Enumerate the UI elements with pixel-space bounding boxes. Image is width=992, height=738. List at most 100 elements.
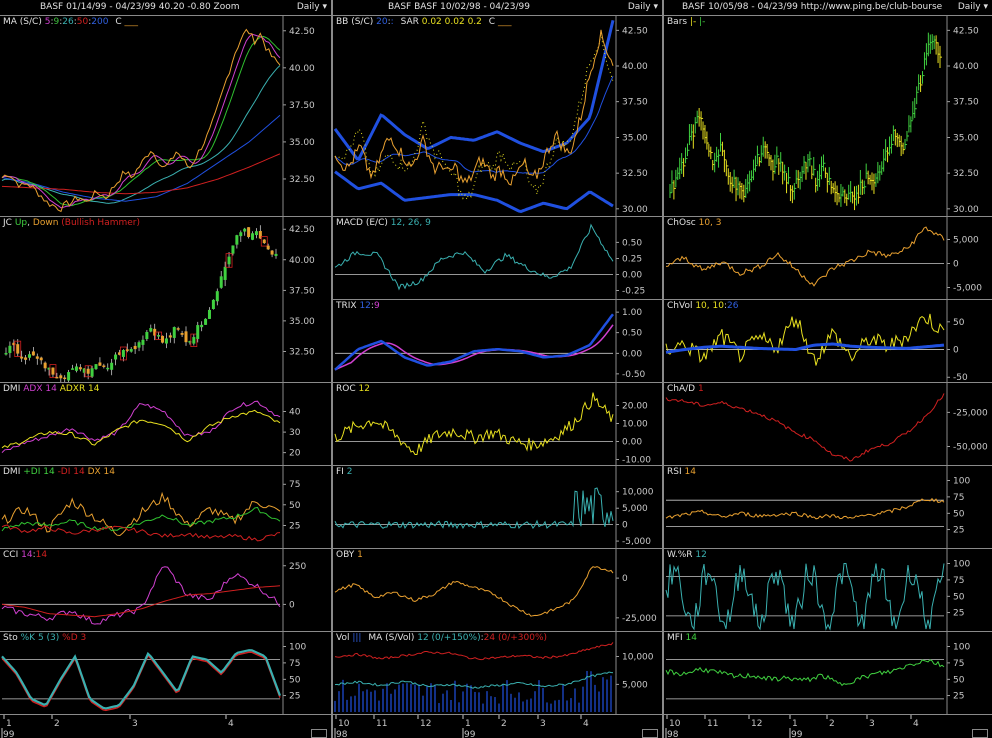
trix-chart: 1.00 0.50 0.00 -0.50 xyxy=(334,300,646,382)
jc-panel[interactable]: JC Up, Down (Bullish Hammer) 42.50 40.00 3… xyxy=(0,217,331,383)
cci-panel[interactable]: CCI 14:14 250 0 xyxy=(0,549,331,632)
vol-ma12-line xyxy=(334,671,614,689)
axis-tick-label: 5,000 xyxy=(622,504,648,514)
axis-tick-label: 25 xyxy=(953,526,964,536)
candle-body xyxy=(251,233,255,240)
axis-tick-label: 0.50 xyxy=(622,238,642,248)
axis-tick-label: -50,000 xyxy=(953,443,988,453)
pattern-marker xyxy=(14,340,22,357)
trix-panel[interactable]: TRIX 12:9 1.00 0.50 0.00 -0.50 xyxy=(333,300,662,383)
scroll-button[interactable] xyxy=(642,729,658,738)
fi-panel[interactable]: FI 2 10,000 5,000 0 -5,000 xyxy=(333,466,662,549)
year-axis[interactable]: 99 xyxy=(0,728,331,738)
close-line xyxy=(334,29,614,186)
axis-tick-label: 75 xyxy=(953,493,964,503)
ma-9-line xyxy=(1,35,281,207)
axis-tick-label: -50 xyxy=(953,373,968,383)
oby-panel[interactable]: OBY 1 0 -25,000 xyxy=(333,549,662,632)
rsi-chart: 100 75 50 25 xyxy=(665,466,970,548)
panel-label: DMI +DI 14 -DI 14 DX 14 xyxy=(3,467,116,477)
scroll-button[interactable] xyxy=(311,729,327,738)
bb-panel[interactable]: BB (S/C) 20:: SAR 0.02 0.02 0.2 C ___ 42… xyxy=(333,16,662,217)
candle-body xyxy=(106,367,110,370)
candle-body xyxy=(117,352,121,355)
candle-body xyxy=(129,349,133,352)
axis-tick-label: 10,000 xyxy=(622,488,654,498)
axis-tick-label: 50 xyxy=(953,509,965,519)
panel-label: ChVol 10, 10:26 xyxy=(667,301,739,311)
axis-tick-label: 75 xyxy=(289,480,300,490)
period-dropdown[interactable]: Daily xyxy=(297,0,327,15)
axis-tick-label: 35.00 xyxy=(622,133,648,143)
candle-body xyxy=(266,245,270,250)
rsi-panel[interactable]: RSI 14 100 75 50 25 xyxy=(664,466,992,549)
candle-body xyxy=(8,345,12,353)
bars-panel[interactable]: Bars |- |- 42.50 40.00 37.50 35.00 32.50 30.0… xyxy=(664,16,992,217)
candle-body xyxy=(141,339,145,345)
candle-body xyxy=(27,354,31,358)
axis-tick-label: 32.50 xyxy=(289,175,315,185)
ma-200-line xyxy=(1,153,281,195)
year-label: 99 xyxy=(3,730,15,738)
scroll-button[interactable] xyxy=(972,729,988,738)
year-axis[interactable]: 98 99 xyxy=(664,728,992,738)
x-tick-label: 12 xyxy=(751,719,762,729)
ma-26-line xyxy=(1,65,281,204)
x-tick-label: 2 xyxy=(501,719,507,729)
window-title-bar[interactable]: BASF BASF 10/02/98 - 04/23/99 Daily xyxy=(333,0,662,16)
axis-tick-label: -25,000 xyxy=(953,408,988,418)
axis-tick-label: 20 xyxy=(289,449,301,459)
mfi-line xyxy=(665,659,945,687)
axis-tick-label: 0 xyxy=(953,346,959,356)
candle-body xyxy=(12,342,16,346)
candle-body xyxy=(168,335,172,338)
axis-tick-label: 100 xyxy=(953,560,970,570)
candle-body xyxy=(153,328,157,336)
axis-tick-label: 100 xyxy=(953,477,970,487)
chvol-panel[interactable]: ChVol 10, 10:26 50 0 -50 xyxy=(664,300,992,383)
candle-body xyxy=(55,376,59,379)
bb-upper-line xyxy=(333,19,615,161)
ma-panel[interactable]: MA (S/C) 5:9:26:50:200 C ___ 42.50 40.00 3… xyxy=(0,16,331,217)
williams-r-chart: 100 75 50 25 xyxy=(665,549,970,631)
panel-label: ROC 12 xyxy=(336,384,370,394)
chart-window-3[interactable]: BASF 10/05/98 - 04/23/99 http://www.ping… xyxy=(664,0,992,738)
candle-body xyxy=(86,368,90,374)
chosc-panel[interactable]: ChOsc 10, 3 5,000 0 -5,000 xyxy=(664,217,992,300)
candle-body xyxy=(74,366,78,371)
candle-body xyxy=(98,362,102,366)
roc-panel[interactable]: ROC 12 20.00 10.00 0.00 -10.00 xyxy=(333,383,662,466)
candle-body xyxy=(59,375,63,379)
chart-window-2[interactable]: BASF BASF 10/02/98 - 04/23/99 Daily BB (… xyxy=(333,0,662,738)
year-label: 99 xyxy=(464,730,476,738)
chart-window-1[interactable]: BASF 01/14/99 - 04/23/99 40.20 -0.80 Zoo… xyxy=(0,0,331,738)
panel-label: MA (S/C) 5:9:26:50:200 C ___ xyxy=(3,17,139,27)
dmi-di-panel[interactable]: DMI +DI 14 -DI 14 DX 14 75 50 25 xyxy=(0,466,331,549)
period-dropdown[interactable]: Daily xyxy=(958,0,988,15)
panel-label: Bars |- |- xyxy=(667,17,706,27)
axis-tick-label: 50 xyxy=(953,675,965,685)
chaikin-osc-line xyxy=(665,226,945,287)
period-dropdown[interactable]: Daily xyxy=(628,0,658,15)
dmi-adx-panel[interactable]: DMI ADX 14 ADXR 14 40 30 20 xyxy=(0,383,331,466)
mfi-panel[interactable]: MFI 14 100 75 50 25 xyxy=(664,632,992,715)
axis-tick-label: 5,000 xyxy=(622,680,648,690)
chaikin-vol-ma-line xyxy=(665,342,945,354)
volume-panel[interactable]: Vol ||| MA (S/Vol) 12 (0/+150%):24 (0/+3… xyxy=(333,632,662,715)
candle-body xyxy=(223,266,227,280)
axis-tick-label: 42.50 xyxy=(289,27,315,37)
chad-panel[interactable]: ChA/D 1 -25,000 -50,000 xyxy=(664,383,992,466)
window-title-bar[interactable]: BASF 01/14/99 - 04/23/99 40.20 -0.80 Zoo… xyxy=(0,0,331,16)
axis-tick-label: 50 xyxy=(953,592,965,602)
sto-panel[interactable]: Sto %K 5 (3) %D 3 100 75 50 25 xyxy=(0,632,331,715)
williams-panel[interactable]: W.%R 12 100 75 50 25 xyxy=(664,549,992,632)
axis-tick-label: 40.00 xyxy=(289,256,315,266)
year-axis[interactable]: 98 99 xyxy=(333,728,662,738)
window-title-bar[interactable]: BASF 10/05/98 - 04/23/99 http://www.ping… xyxy=(664,0,992,16)
axis-tick-label: 0.00 xyxy=(622,270,642,280)
axis-tick-label: 50 xyxy=(953,318,965,328)
macd-panel[interactable]: MACD (E/C) 12, 26, 9 0.50 0.25 0.00 -0.25 xyxy=(333,217,662,300)
mfi-chart: 100 75 50 25 xyxy=(665,632,970,714)
candle-body xyxy=(39,357,43,361)
axis-tick-label: 25 xyxy=(953,609,964,619)
